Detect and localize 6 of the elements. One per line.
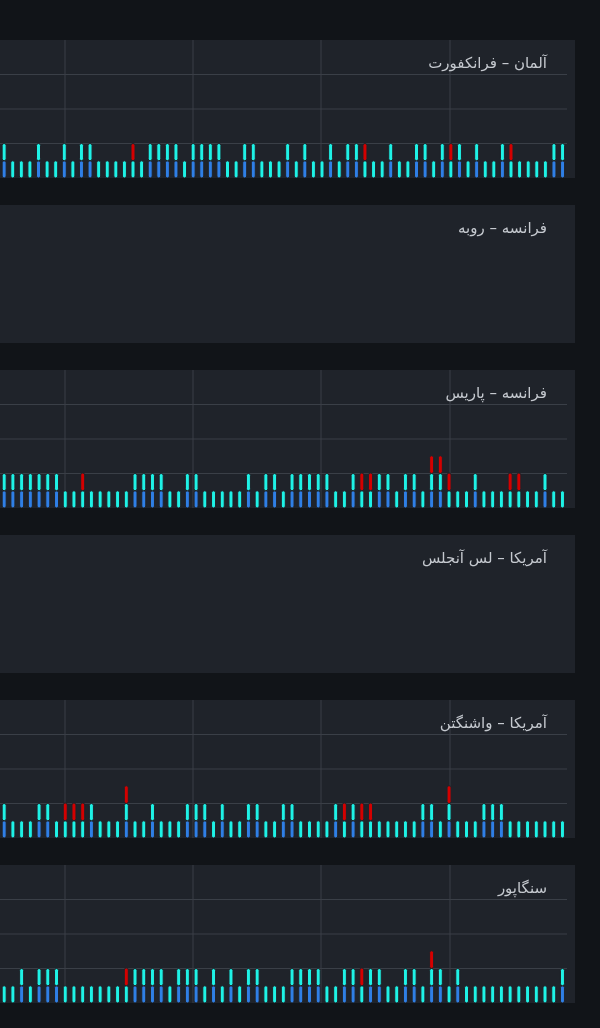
chart-title: آلمان – فرانکفورت [428, 54, 547, 72]
chart-title: فرانسه – پاریس [445, 384, 547, 402]
chart-title: آمریکا – واشنگتن [439, 714, 547, 732]
text: فرانسه – روبه [458, 219, 547, 237]
chart-title: سنگاپور [497, 879, 547, 897]
text: آمریکا – لس آنجلس [421, 549, 547, 567]
